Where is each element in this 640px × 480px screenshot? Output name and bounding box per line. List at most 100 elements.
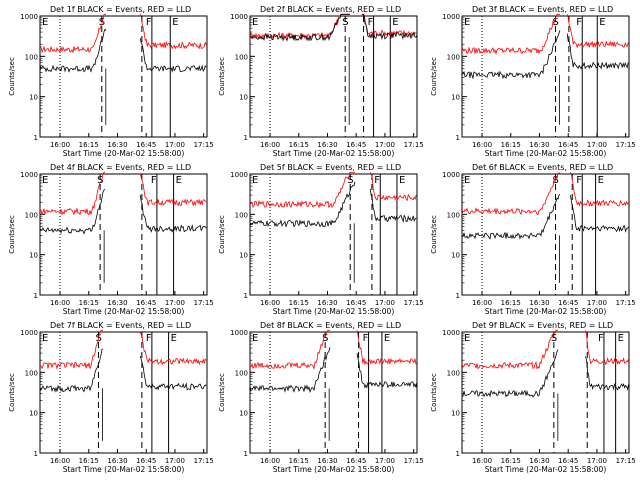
x-tick-label: 17:15 [616,141,636,149]
marker-label: F [598,333,604,344]
y-axis-label: Counts/sec [8,215,16,254]
y-tick-label: 100 [235,211,248,219]
x-tick-label: 17:15 [194,457,214,465]
x-tick-label: 17:15 [404,457,424,465]
x-tick-label: 16:45 [346,141,366,149]
lld-series [39,329,103,370]
panel-title: Det 7f BLACK = Events, RED = LLD [50,321,191,330]
marker-label: S [342,17,348,28]
lld-series [356,330,418,366]
detector-panel-6: Det 6f BLACK = Events, RED = LLD 1 10 100 10… [430,163,636,316]
marker-label: S [322,333,328,344]
plot-frame [249,173,418,296]
lld-series [566,14,629,49]
x-tick-label: 16:30 [317,299,337,307]
y-axis-label: Counts/sec [218,57,226,96]
plot-frame [39,15,208,138]
marker-label: E [464,175,470,186]
y-tick-label: 1 [34,450,38,458]
marker-label: S [347,175,353,186]
x-tick-label: 17:00 [165,299,185,307]
marker-label: E [171,333,177,344]
x-axis-label: Start Time (20-Mar-02 15:58:00) [63,149,185,158]
detector-panel-8: Det 8f BLACK = Events, RED = LLD 1 10 100 10… [218,321,424,474]
x-tick-label: 16:30 [317,141,337,149]
x-tick-label: 16:45 [346,299,366,307]
y-tick-label: 100 [25,369,38,377]
detector-panel-9: Det 9f BLACK = Events, RED = LLD 1 10 100 10… [430,321,636,474]
events-series [39,28,107,73]
x-axis-label: Start Time (20-Mar-02 15:58:00) [273,465,395,474]
marker-label: E [252,175,258,186]
panel-title: Det 2f BLACK = Events, RED = LLD [260,5,401,14]
plot-frame [39,173,208,296]
x-tick-label: 16:45 [558,141,578,149]
x-tick-label: 16:30 [107,299,127,307]
x-tick-label: 16:00 [50,457,70,465]
x-tick-label: 16:00 [260,141,280,149]
events-series [361,13,418,41]
lld-series [361,13,418,38]
y-tick-label: 1000 [20,171,38,179]
x-axis-label: Start Time (20-Mar-02 15:58:00) [273,149,395,158]
panel-title: Det 3f BLACK = Events, RED = LLD [472,5,613,14]
marker-label: F [151,175,157,186]
marker-label: F [374,175,380,186]
x-tick-label: 17:15 [616,457,636,465]
events-series [461,193,561,240]
plot-frame [249,15,418,138]
x-tick-label: 17:00 [587,141,607,149]
y-tick-label: 1000 [230,329,248,337]
y-axis-label: Counts/sec [430,215,438,254]
x-axis-label: Start Time (20-Mar-02 15:58:00) [485,307,607,316]
x-tick-label: 17:00 [165,141,185,149]
y-tick-label: 10 [239,252,248,260]
x-tick-label: 17:15 [194,299,214,307]
events-series [570,194,629,233]
marker-label: E [42,333,48,344]
y-tick-label: 1 [456,134,460,142]
x-axis-label: Start Time (20-Mar-02 15:58:00) [63,307,185,316]
lld-series [461,172,561,216]
lld-series [249,329,330,370]
marker-label: E [618,333,624,344]
lld-series [139,14,207,50]
x-axis-label: Start Time (20-Mar-02 15:58:00) [485,465,607,474]
lld-series [585,330,629,366]
marker-label: E [384,333,390,344]
x-tick-label: 16:30 [529,141,549,149]
y-axis-label: Counts/sec [218,215,226,254]
y-tick-label: 100 [25,53,38,61]
y-tick-label: 100 [447,369,460,377]
y-tick-label: 1000 [442,13,460,21]
panel-title: Det 5f BLACK = Events, RED = LLD [260,163,401,172]
events-series [461,349,559,398]
lld-series [39,171,105,216]
marker-label: E [464,333,470,344]
x-tick-label: 16:45 [136,457,156,465]
marker-label: E [598,175,604,186]
x-tick-label: 16:30 [107,457,127,465]
y-tick-label: 1000 [442,171,460,179]
marker-label: E [599,17,605,28]
x-tick-label: 16:00 [50,141,70,149]
plot-frame [461,173,630,296]
plot-frame [249,331,418,454]
y-tick-label: 1000 [442,329,460,337]
lld-series [249,171,355,209]
events-series [139,355,207,391]
marker-label: S [553,175,559,186]
x-axis-label: Start Time (20-Mar-02 15:58:00) [485,149,607,158]
x-tick-label: 16:30 [317,457,337,465]
y-tick-label: 1000 [20,13,38,21]
y-tick-label: 1 [456,450,460,458]
x-tick-label: 16:15 [501,299,521,307]
panel-title: Det 6f BLACK = Events, RED = LLD [472,163,613,172]
y-tick-label: 100 [447,53,460,61]
marker-label: E [464,17,470,28]
y-tick-label: 1 [34,292,38,300]
x-tick-label: 16:15 [289,457,309,465]
x-tick-label: 16:15 [501,141,521,149]
marker-label: E [42,17,48,28]
marker-label: E [172,17,178,28]
